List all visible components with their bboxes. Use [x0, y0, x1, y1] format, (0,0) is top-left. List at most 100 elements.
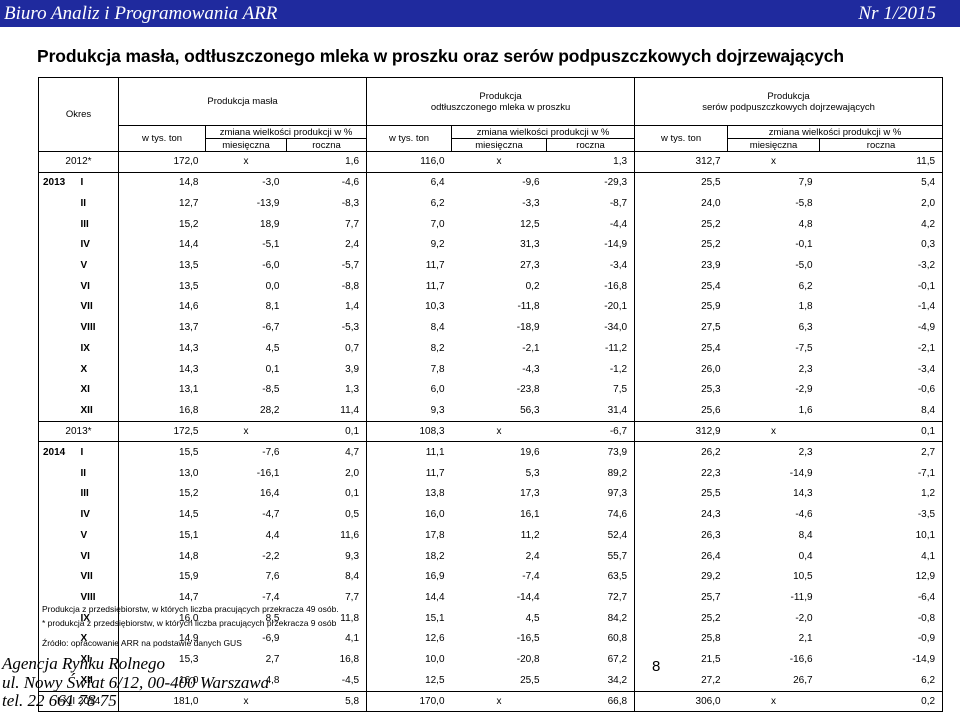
value-cell: -3,5 [819, 504, 944, 525]
value-cell: 27,2 [634, 669, 728, 692]
value-cell: 25,5 [701, 177, 721, 189]
value-cell: -14,9 [789, 467, 813, 479]
value-cell: 11,1 [425, 447, 445, 459]
header-butter-annual: roczna [286, 138, 368, 152]
value-cell: -5,0 [795, 260, 813, 272]
value-cell: 15,3 [179, 653, 199, 665]
annual-row: 2013* 172,5 x 0,1 108,3 x -6,7 312,9 x 0,1 [38, 420, 944, 443]
value-cell: -2,2 [262, 550, 280, 562]
value-cell: 14,8 [179, 177, 199, 189]
year-label [38, 255, 79, 276]
value-cell: 14,4 [179, 239, 199, 251]
value-cell: -20,1 [546, 296, 636, 318]
value-cell: -2,9 [795, 384, 813, 396]
value-cell: 2,3 [798, 447, 813, 459]
value-cell: 15,2 [179, 218, 199, 230]
value-cell: 26,2 [701, 447, 721, 459]
year-label [38, 669, 79, 692]
value-cell: 22,3 [701, 467, 721, 479]
value-cell: -14,9 [819, 649, 944, 670]
value-cell: 116,0 [366, 151, 452, 173]
year-label [38, 525, 79, 546]
value-cell: x [727, 690, 820, 712]
value-cell: 12,9 [819, 566, 944, 588]
value-cell: -5,3 [286, 317, 368, 338]
value-cell: -4,7 [262, 509, 280, 521]
value-cell: 1,8 [798, 301, 813, 313]
table-row: VIII 14,7 -7,4 7,7 14,4 -14,4 72,7 25,7 -11,9 -6,… [38, 587, 944, 608]
header-smp-change: zmiana wielkości produkcji w % [451, 125, 636, 139]
header-issue: Nr 1/2015 [858, 3, 936, 24]
value-cell: 16,8 [286, 649, 368, 670]
value-cell: 7,6 [265, 571, 280, 583]
value-cell: 67,2 [546, 649, 636, 670]
month-label: VIII [78, 587, 119, 608]
value-cell: 25,2 [701, 218, 721, 230]
value-cell: 16,4 [260, 488, 280, 500]
table-row: XI 13,1 -8,5 1,3 6,0 -23,8 7,5 25,3 -2,9 -0,6 [38, 379, 944, 401]
period-label: 2013* [38, 420, 119, 443]
value-cell: -0,1 [795, 239, 813, 251]
value-cell: 172,5 [118, 420, 206, 443]
year-label [38, 649, 79, 670]
year-label [38, 338, 79, 359]
value-cell: 13,0 [179, 467, 199, 479]
value-cell: 8,1 [265, 301, 280, 313]
value-cell: 306,0 [634, 690, 728, 712]
value-cell: x [727, 151, 820, 173]
value-cell: 11,4 [286, 400, 368, 422]
value-cell: -13,9 [256, 198, 280, 210]
value-cell: 13,1 [179, 384, 199, 396]
value-cell: -6,0 [262, 260, 280, 272]
footer-agency: Agencja Rynku Rolnego [2, 654, 166, 673]
value-cell: 3,9 [286, 358, 368, 380]
month-label: VIII [78, 317, 119, 338]
header-smp-annual: roczna [546, 138, 636, 152]
value-cell: 11,2 [520, 529, 540, 541]
value-cell: 31,4 [546, 400, 636, 422]
value-cell: 2,3 [798, 363, 813, 375]
value-cell: 15,5 [179, 447, 199, 459]
value-cell: 14,7 [179, 591, 199, 603]
value-cell: -6,4 [819, 587, 944, 608]
value-cell: 6,4 [430, 177, 445, 189]
month-label: VI [78, 545, 119, 567]
value-cell: -7,6 [262, 447, 280, 459]
value-cell: -9,6 [522, 177, 540, 189]
year-label [38, 317, 79, 338]
table-row: VIII 13,7 -6,7 -5,3 8,4 -18,9 -34,0 27,5 6,3 -4,9 [38, 317, 944, 338]
table-row: IV 14,5 -4,7 0,5 16,0 16,1 74,6 24,3 -4,6 -3,5 [38, 504, 944, 525]
page-title: Produkcja masła, odtłuszczonego mleka w … [37, 46, 845, 66]
value-cell: 18,9 [260, 218, 280, 230]
value-cell: 0,2 [819, 690, 944, 712]
value-cell: 18,2 [425, 550, 445, 562]
value-cell: 6,2 [819, 669, 944, 692]
value-cell: x [727, 420, 820, 443]
value-cell: 25,2 [701, 612, 721, 624]
value-cell: x [205, 151, 287, 173]
value-cell: 9,3 [366, 400, 452, 422]
value-cell: 72,7 [546, 587, 636, 608]
value-cell: 1,6 [286, 151, 368, 173]
value-cell: 4,5 [525, 612, 540, 624]
value-cell: 0,5 [286, 504, 368, 525]
table-row: IX 16,0 8,5 11,8 15,1 4,5 84,2 25,2 -2,0 -0,8 [38, 607, 944, 629]
value-cell: 6,3 [798, 322, 813, 334]
value-cell: 25,3 [701, 384, 721, 396]
year-label [38, 296, 79, 318]
value-cell: 12,7 [179, 198, 199, 210]
value-cell: 27,3 [520, 260, 540, 272]
value-cell: -16,6 [789, 653, 813, 665]
table-row: II 12,7 -13,9 -8,3 6,2 -3,3 -8,7 24,0 -5,8 2,0 [38, 193, 944, 214]
value-cell: 4,4 [265, 529, 280, 541]
table-row: XII 16,8 28,2 11,4 9,3 56,3 31,4 25,6 1,6 8,4 [38, 400, 944, 422]
value-cell: 28,2 [205, 400, 287, 422]
header-smp-line2: odtłuszczonego mleka w proszku [430, 101, 571, 113]
value-cell: 9,3 [286, 545, 368, 567]
value-cell: -6,7 [262, 322, 280, 334]
value-cell: 14,5 [179, 509, 199, 521]
value-cell: -8,7 [546, 193, 636, 214]
header-butter-monthly: miesięczna [205, 138, 287, 152]
value-cell: 0,0 [265, 280, 280, 292]
table-row: XI 15,3 2,7 16,8 10,0 -20,8 67,2 21,5 -16,6 -14,9 [38, 649, 944, 670]
